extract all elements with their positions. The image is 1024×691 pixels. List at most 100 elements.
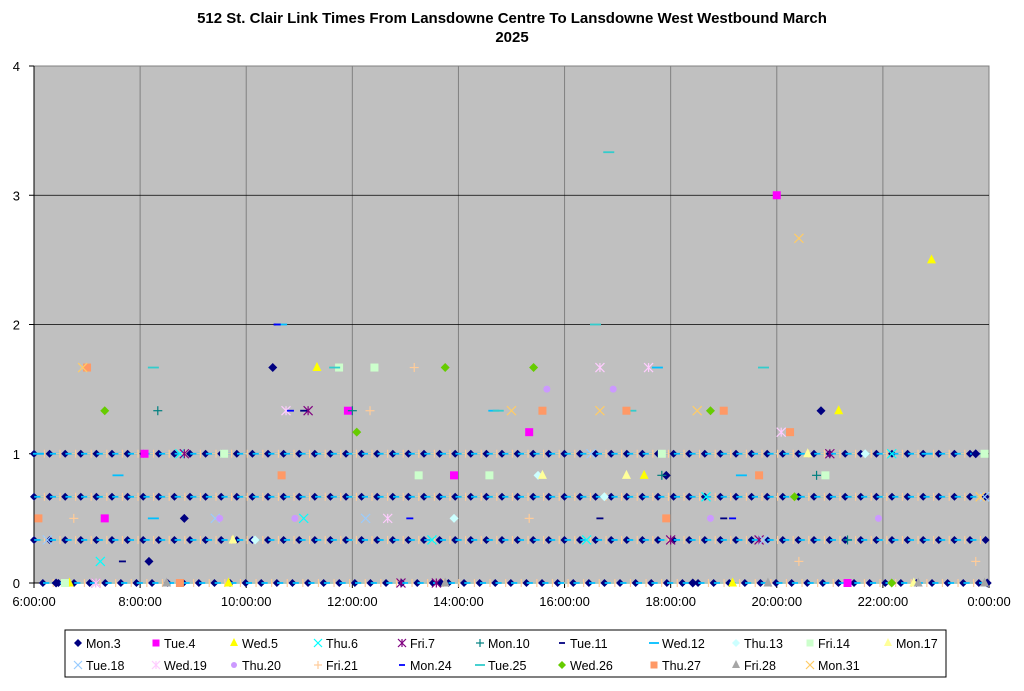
band-point xyxy=(61,492,70,501)
band-point xyxy=(709,579,718,587)
data-point xyxy=(665,535,676,545)
data-point xyxy=(843,579,852,587)
band-point xyxy=(123,449,132,458)
data-point xyxy=(277,471,286,480)
band-point xyxy=(170,492,179,501)
band-point xyxy=(61,449,70,458)
band-point xyxy=(810,492,818,501)
series-thu-6 xyxy=(95,448,897,567)
series-wed-19 xyxy=(90,362,787,588)
data-point xyxy=(291,514,299,522)
band-point xyxy=(934,535,943,544)
band-point xyxy=(981,492,990,501)
legend-marker xyxy=(884,638,892,646)
data-point xyxy=(144,556,154,566)
band-point xyxy=(139,535,148,544)
legend-item: Tue.25 xyxy=(475,659,527,673)
data-point xyxy=(140,449,149,458)
band-point xyxy=(413,579,422,587)
data-point xyxy=(812,470,822,480)
legend-item: Tue.4 xyxy=(152,637,196,651)
series-mon-17 xyxy=(228,448,919,587)
band-point xyxy=(966,535,974,544)
data-point xyxy=(179,513,189,523)
point-band xyxy=(30,492,990,501)
data-point xyxy=(622,406,631,415)
data-point xyxy=(913,577,923,587)
band-point xyxy=(856,535,865,544)
band-point xyxy=(92,449,101,458)
data-point xyxy=(793,233,804,244)
band-point xyxy=(435,492,444,501)
band-point xyxy=(576,449,584,458)
data-point xyxy=(639,469,649,479)
data-point xyxy=(303,405,314,416)
data-point xyxy=(754,535,765,545)
data-point xyxy=(719,406,728,415)
band-point xyxy=(241,579,250,587)
band-point xyxy=(959,579,968,587)
series-mon-10 xyxy=(153,406,853,545)
band-point xyxy=(654,535,662,544)
band-point xyxy=(794,535,803,544)
legend-item: Wed.5 xyxy=(230,637,278,651)
band-point xyxy=(600,579,609,587)
legend-marker xyxy=(806,639,814,647)
band-point xyxy=(747,535,756,544)
band-point xyxy=(264,449,272,458)
data-point xyxy=(705,406,715,416)
legend-label: Fri.28 xyxy=(744,659,776,673)
band-point xyxy=(747,449,756,458)
data-point xyxy=(688,578,698,588)
band-point xyxy=(342,492,350,501)
band-point xyxy=(950,535,959,544)
band-point xyxy=(647,579,656,587)
legend-marker xyxy=(74,639,82,647)
band-point xyxy=(716,449,725,458)
band-point xyxy=(732,535,740,544)
data-point xyxy=(440,577,450,587)
band-point xyxy=(584,579,593,587)
legend-marker xyxy=(314,661,322,669)
band-point xyxy=(966,492,974,501)
series-thu-27 xyxy=(34,363,795,587)
band-point xyxy=(654,492,662,501)
band-point xyxy=(194,579,203,587)
data-point xyxy=(90,578,101,588)
band-point xyxy=(435,535,444,544)
legend-label: Fri.14 xyxy=(818,637,850,651)
data-point xyxy=(886,448,897,459)
data-point xyxy=(396,578,406,588)
data-point xyxy=(643,362,654,373)
data-point xyxy=(95,556,106,567)
band-point xyxy=(950,449,959,458)
data-point xyxy=(440,363,450,373)
data-point xyxy=(776,427,787,438)
band-point xyxy=(669,449,678,458)
chart-title: 512 St. Clair Link Times From Lansdowne … xyxy=(197,10,827,27)
band-point xyxy=(934,449,943,458)
band-point xyxy=(482,535,491,544)
band-point xyxy=(420,492,428,501)
band-point xyxy=(288,579,297,587)
band-point xyxy=(154,492,163,501)
band-point xyxy=(872,492,881,501)
band-point xyxy=(522,579,531,587)
data-point xyxy=(543,385,551,393)
band-point xyxy=(778,449,787,458)
band-point xyxy=(357,449,366,458)
band-point xyxy=(186,449,194,458)
data-point xyxy=(980,577,990,587)
band-point xyxy=(475,579,484,587)
band-point xyxy=(498,535,506,544)
data-point xyxy=(595,405,605,416)
data-point xyxy=(352,427,362,437)
band-point xyxy=(420,449,428,458)
band-point xyxy=(981,535,990,544)
band-point xyxy=(513,492,522,501)
band-point xyxy=(76,535,85,544)
data-point xyxy=(621,469,631,479)
band-point xyxy=(451,535,460,544)
data-point xyxy=(860,449,870,459)
point-band xyxy=(38,579,990,587)
